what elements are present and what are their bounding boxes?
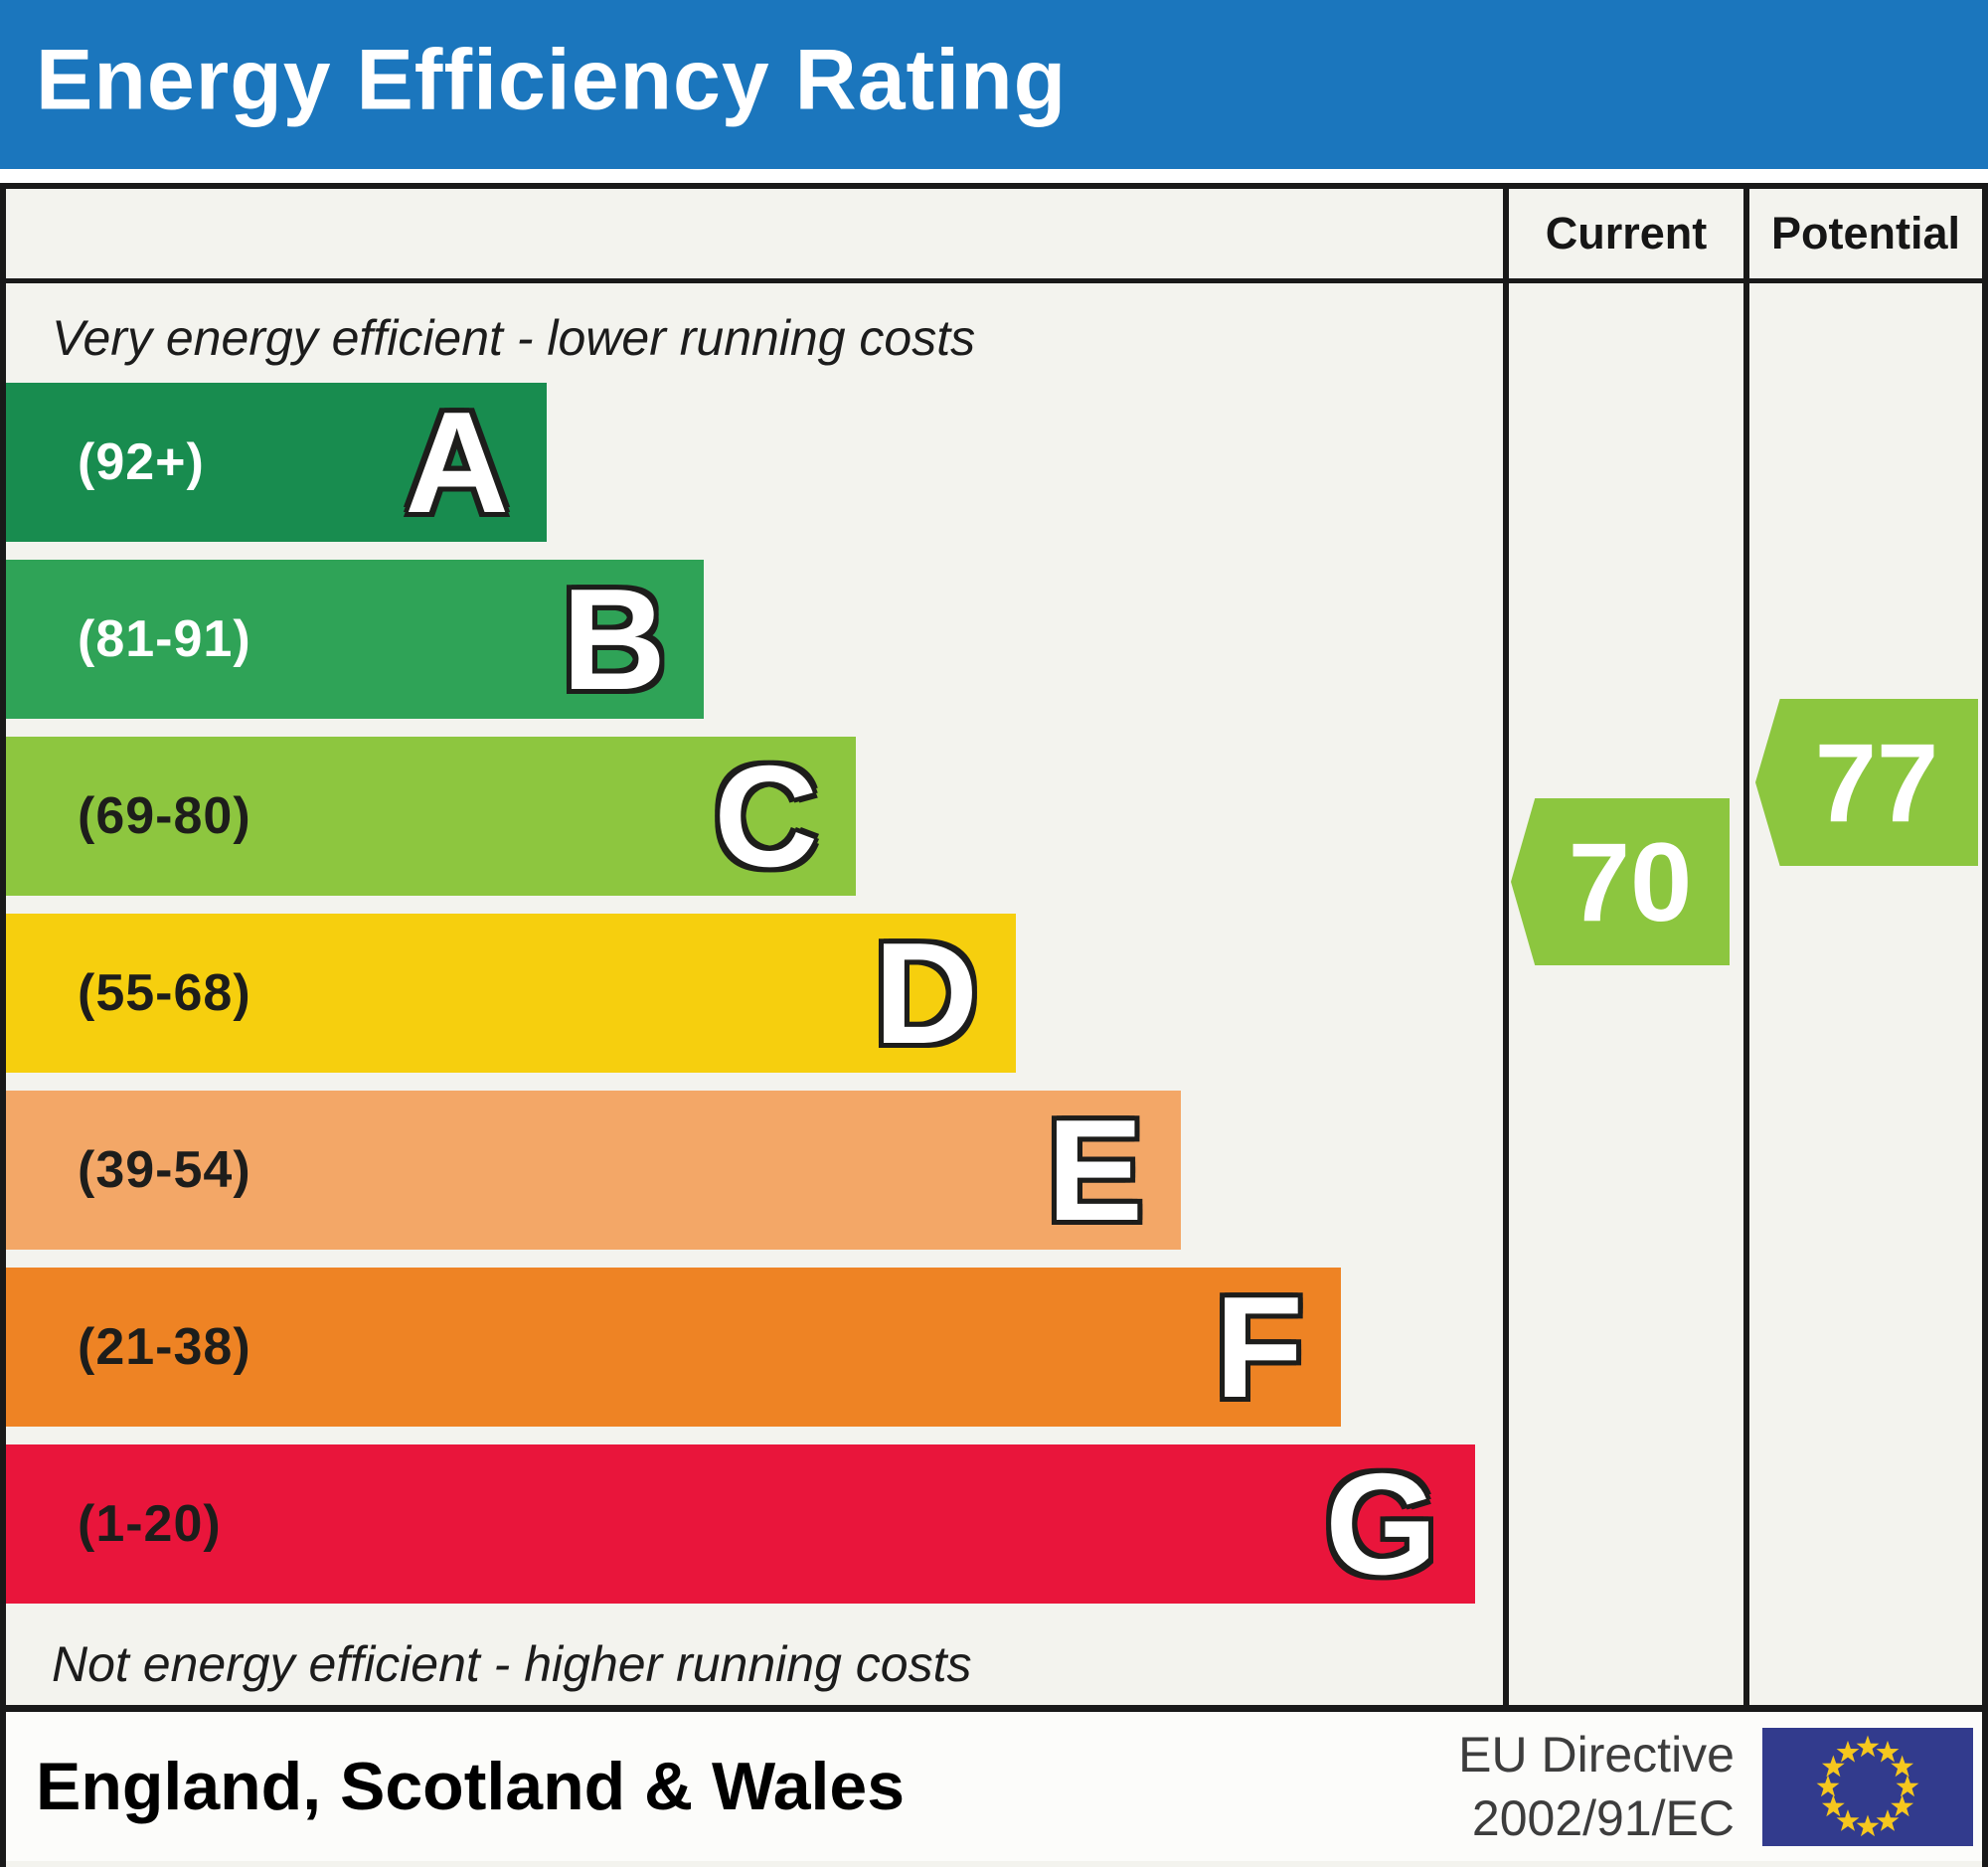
region-label: England, Scotland & Wales (36, 1749, 906, 1824)
current-rating-arrow: 70 (1511, 798, 1730, 965)
current-value-column: 70 (1509, 283, 1743, 1705)
band-range-label: (81-91) (78, 610, 251, 668)
band-letter: E (1047, 1090, 1143, 1251)
band-row-b: (81-91) B (6, 560, 1503, 737)
band-range-label: (21-38) (78, 1318, 251, 1376)
page-title: Energy Efficiency Rating (36, 32, 1068, 128)
band-range-label: (69-80) (78, 787, 251, 845)
band-bar-g: (1-20) G (6, 1444, 1475, 1604)
potential-rating-value: 77 (1814, 720, 1939, 845)
eu-flag-icon (1762, 1727, 1973, 1846)
title-bar: Energy Efficiency Rating (0, 0, 1988, 169)
potential-value-column: 77 (1749, 283, 1982, 1705)
band-bar-b: (81-91) B (6, 560, 704, 719)
band-letter: A (405, 382, 509, 543)
chart-body: Very energy efficient - lower running co… (6, 283, 1982, 1705)
bands-column: Very energy efficient - lower running co… (6, 283, 1503, 1705)
band-letter: C (714, 736, 818, 897)
column-divider (1743, 283, 1749, 1705)
band-bar-d: (55-68) D (6, 914, 1016, 1073)
band-range-label: (55-68) (78, 964, 251, 1022)
column-divider (1503, 283, 1509, 1705)
column-divider (1743, 189, 1749, 278)
current-column-header: Current (1545, 208, 1708, 258)
eu-directive-line1: EU Directive (1458, 1727, 1735, 1782)
eu-directive-line2: 2002/91/EC (1471, 1790, 1735, 1846)
band-row-e: (39-54) E (6, 1091, 1503, 1268)
band-range-label: (1-20) (78, 1495, 222, 1553)
chart-header-spacer (6, 189, 1503, 278)
band-range-label: (92+) (78, 433, 205, 491)
potential-column-header: Potential (1770, 208, 1961, 258)
band-row-g: (1-20) G (6, 1444, 1503, 1621)
efficient-note: Very energy efficient - lower running co… (52, 310, 976, 366)
band-letter: B (562, 559, 666, 720)
band-bar-c: (69-80) C (6, 737, 856, 896)
band-range-label: (39-54) (78, 1141, 251, 1199)
rating-table: Current Potential Very energy efficient … (0, 183, 1988, 1867)
band-row-f: (21-38) F (6, 1268, 1503, 1444)
not-efficient-note: Not energy efficient - higher running co… (52, 1636, 972, 1692)
eu-directive-label: EU Directive 2002/91/EC (1458, 1723, 1735, 1850)
band-row-d: (55-68) D (6, 914, 1503, 1091)
band-bar-a: (92+) A (6, 383, 547, 542)
band-letter: F (1215, 1267, 1303, 1428)
footer: England, Scotland & Wales EU Directive 2… (6, 1705, 1982, 1861)
band-letter: D (874, 913, 978, 1074)
column-divider (1503, 189, 1509, 278)
current-rating-value: 70 (1568, 819, 1693, 944)
band-bar-f: (21-38) F (6, 1268, 1341, 1427)
band-bar-e: (39-54) E (6, 1091, 1181, 1250)
band-letter: G (1325, 1443, 1437, 1605)
column-header-row: Current Potential (6, 189, 1982, 283)
potential-rating-arrow: 77 (1755, 699, 1978, 866)
band-row-a: (92+) A (6, 383, 1503, 560)
band-row-c: (69-80) C (6, 737, 1503, 914)
